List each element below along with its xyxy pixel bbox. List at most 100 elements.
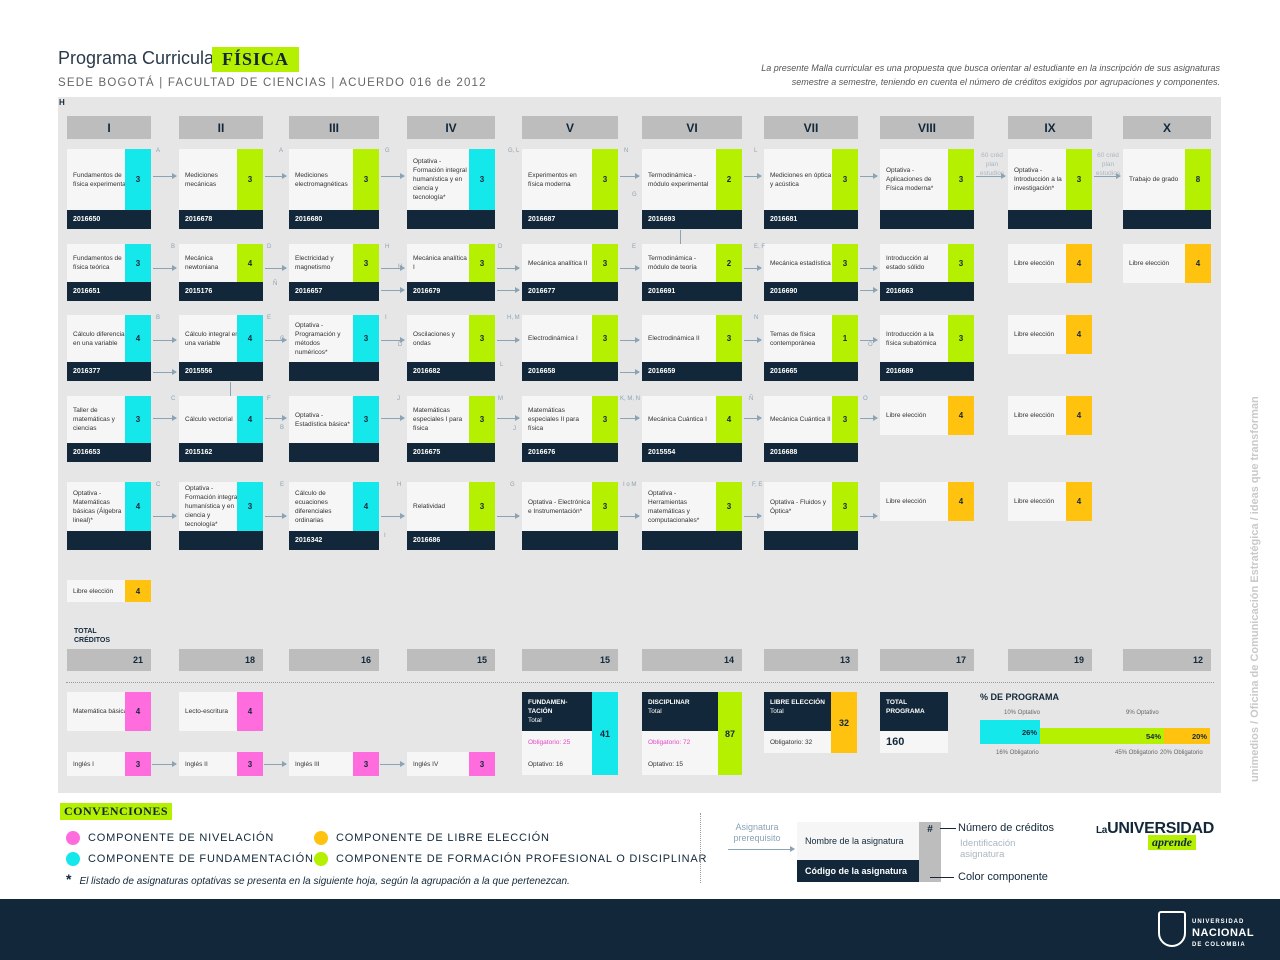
- course-card[interactable]: Electricidad y magnetismo 3 2016657: [289, 244, 379, 301]
- course-card-ingles-1[interactable]: Inglés I 3: [67, 752, 151, 776]
- course-name: Introducción a la física subatómica: [886, 330, 937, 347]
- course-name: Matemáticas especiales I para física: [413, 407, 463, 432]
- course-card[interactable]: Electrodinámica I 3 2016658: [522, 315, 618, 381]
- summary-disc-title: DISCIPLINAR: [648, 699, 690, 706]
- course-name: Cálculo de ecuaciones diferenciales ordi…: [295, 489, 332, 524]
- prerequisite-letter: H, M: [507, 315, 520, 321]
- course-card[interactable]: Termodinámica - módulo de teoría 2 2016691: [642, 244, 742, 301]
- course-card[interactable]: Temas de física contemporánea 1 2016665: [764, 315, 858, 381]
- vertical-arrow: [230, 382, 231, 396]
- course-card[interactable]: Mecánica newtoniana 4 2015176: [179, 244, 263, 301]
- course-card[interactable]: Cálculo vectorial 4 2015162: [179, 396, 263, 462]
- course-card[interactable]: Matemáticas especiales II para física 3 20…: [522, 396, 618, 462]
- course-name: Optativa - Matemáticas básicas (Álgebra …: [73, 489, 122, 524]
- summary-libre-obligatorio: Obligatorio: 32: [764, 731, 831, 753]
- course-card[interactable]: Optativa - Formación integral humanístic…: [407, 149, 495, 229]
- course-card[interactable]: Termodinámica - módulo experimental 2 2016…: [642, 149, 742, 229]
- course-card[interactable]: Introducción a la física subatómica 3 2016…: [880, 315, 974, 381]
- course-code: 2016688: [764, 443, 858, 462]
- course-name: Mediciones en óptica y acústica: [770, 171, 832, 188]
- course-card-ingles-2[interactable]: Inglés II 3: [179, 752, 263, 776]
- course-card[interactable]: Libre elección 4: [1008, 244, 1092, 283]
- summary-libre-title: LIBRE ELECCIÓN: [770, 699, 825, 706]
- course-card[interactable]: Libre elección 4: [880, 396, 974, 435]
- course-card[interactable]: Optativa - Introducción a la investigaci…: [1008, 149, 1092, 229]
- course-code: 2016675: [407, 443, 495, 462]
- prerequisite-arrow: [265, 265, 287, 271]
- course-card[interactable]: Relatividad 3 2016686: [407, 482, 495, 550]
- course-card[interactable]: Libre elección 4: [1123, 244, 1211, 283]
- course-card[interactable]: Mecánica Cuántica I 4 2015554: [642, 396, 742, 462]
- percent-segment-disc: 54%: [1040, 728, 1164, 744]
- course-card[interactable]: Trabajo de grado 8: [1123, 149, 1211, 229]
- course-card[interactable]: Libre elección 4: [1008, 315, 1092, 354]
- course-card[interactable]: Mecánica analítica I 3 2016679: [407, 244, 495, 301]
- course-card[interactable]: Mecánica Cuántica II 3 2016688: [764, 396, 858, 462]
- course-card[interactable]: Optativa - Aplicaciones de Física modern…: [880, 149, 974, 229]
- course-card[interactable]: Libre elección 4: [1008, 396, 1092, 435]
- course-code: 2016377: [67, 362, 151, 381]
- course-card[interactable]: Oscilaciones y ondas 3 2016682: [407, 315, 495, 381]
- course-card[interactable]: Optativa - Herramientas matemáticas y co…: [642, 482, 742, 550]
- course-code: 2016665: [764, 362, 858, 381]
- course-card[interactable]: Mediciones en óptica y acústica 3 2016681: [764, 149, 858, 229]
- course-card[interactable]: Fundamentos de física experimental 3 20166…: [67, 149, 151, 229]
- asterisk-icon: *: [66, 871, 72, 887]
- course-card[interactable]: Optativa - Estadística básica* 3: [289, 396, 379, 462]
- course-card[interactable]: Optativa - Electrónica e Instrumentación…: [522, 482, 618, 550]
- semester-header-iv: IV: [407, 116, 495, 139]
- course-card[interactable]: Cálculo de ecuaciones diferenciales ordi…: [289, 482, 379, 550]
- course-card[interactable]: Mediciones electromagnéticas 3 2016680: [289, 149, 379, 229]
- course-card[interactable]: Introducción al estado sólido 3 2016663: [880, 244, 974, 301]
- course-card-lecto-escritura[interactable]: Lecto-escritura 4: [179, 692, 263, 731]
- course-code: 2016690: [764, 282, 858, 301]
- course-card[interactable]: Electrodinámica II 3 2016659: [642, 315, 742, 381]
- prerequisite-arrow: [620, 265, 640, 271]
- prerequisite-arrow: [620, 369, 640, 375]
- prerequisite-arrow: [620, 513, 640, 519]
- course-card[interactable]: Optativa - Programación y métodos numéri…: [289, 315, 379, 381]
- course-card[interactable]: Matemáticas especiales I para física 3 201…: [407, 396, 495, 462]
- course-card[interactable]: Mediciones mecánicas 3 2016678: [179, 149, 263, 229]
- course-name: Libre elección: [1129, 260, 1170, 267]
- summary-libre-total: 32: [831, 692, 857, 753]
- prerequisite-arrow: [381, 415, 405, 421]
- course-card[interactable]: Libre elección 4: [67, 580, 151, 602]
- course-card[interactable]: Cálculo diferencial en una variable 4 2016…: [67, 315, 151, 381]
- course-credits: 3: [592, 315, 618, 362]
- course-code: 2016679: [407, 282, 495, 301]
- course-name: Optativa - Aplicaciones de Física modern…: [886, 167, 934, 192]
- prerequisite-letter: H: [385, 244, 390, 250]
- course-card-ingles-3[interactable]: Inglés III 3: [289, 752, 379, 776]
- course-card[interactable]: Experimentos en física moderna 3 2016687: [522, 149, 618, 229]
- course-card[interactable]: Taller de matemáticas y ciencias 3 2016653: [67, 396, 151, 462]
- course-card[interactable]: Fundamentos de física teórica 3 2016651: [67, 244, 151, 301]
- course-credits: 2: [716, 149, 742, 210]
- course-credits: 4: [353, 482, 379, 531]
- prerequisite-letter: E, F: [754, 244, 766, 250]
- course-card[interactable]: Mecánica analítica II 3 2016677: [522, 244, 618, 301]
- prerequisite-arrow: [744, 265, 762, 271]
- total-credits-ix: 19: [1008, 649, 1092, 671]
- prerequisite-letter: G, L: [508, 148, 520, 154]
- prerequisite-letter: E: [267, 315, 272, 321]
- prerequisite-arrow: [860, 287, 878, 293]
- course-card[interactable]: Libre elección 4: [1008, 482, 1092, 521]
- course-card[interactable]: Cálculo integral en una variable 4 2015556: [179, 315, 263, 381]
- course-name: Termodinámica - módulo de teoría: [648, 255, 697, 271]
- semester-header-iii: III: [289, 116, 379, 139]
- course-card-matematica-basica[interactable]: Matemática básica 4: [67, 692, 151, 731]
- prerequisite-letter: K, M, N: [620, 396, 641, 402]
- percent-title: % DE PROGRAMA: [980, 692, 1060, 702]
- prerequisite-letter: Ñ: [273, 281, 278, 287]
- course-card-ingles-4[interactable]: Inglés IV 3: [407, 752, 495, 776]
- course-credits: 4: [125, 580, 151, 602]
- course-name: Optativa - Programación y métodos numéri…: [295, 321, 341, 356]
- course-card[interactable]: Optativa - Formación integral humanístic…: [179, 482, 263, 550]
- course-card[interactable]: Mecánica estadística 3 2016690: [764, 244, 858, 301]
- prerequisite-letter: B: [171, 244, 176, 250]
- course-card[interactable]: Optativa - Matemáticas básicas (Álgebra …: [67, 482, 151, 550]
- course-card[interactable]: Optativa - Fluidos y Óptica* 3: [764, 482, 858, 550]
- prerequisite-letter: F, E: [752, 482, 763, 488]
- course-card[interactable]: Libre elección 4: [880, 482, 974, 521]
